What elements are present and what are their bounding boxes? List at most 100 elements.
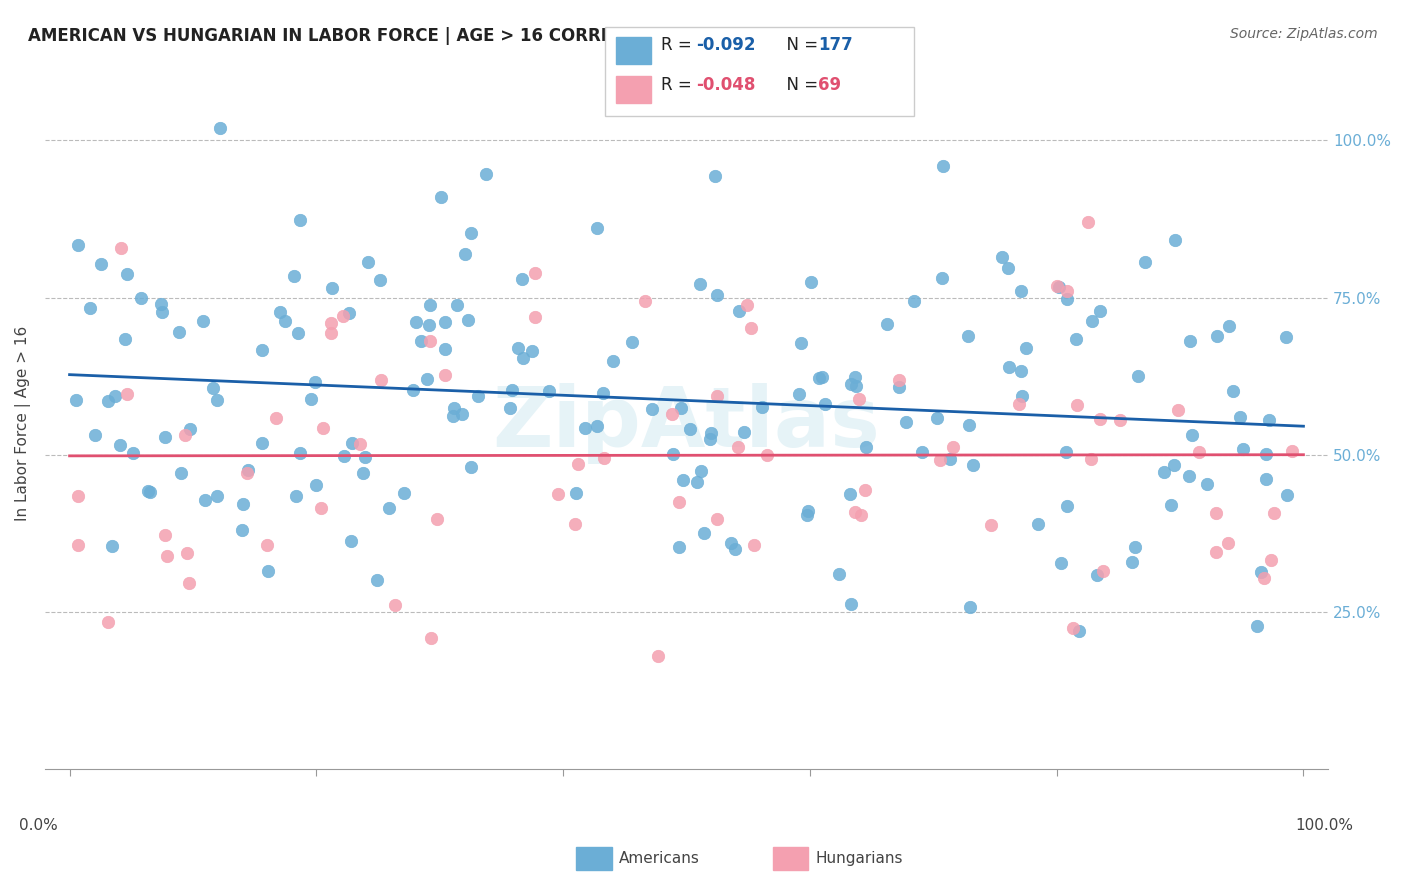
Point — [1254, 472, 1277, 486]
Point — [312, 420, 335, 434]
Point — [1178, 469, 1201, 483]
Point — [980, 517, 1002, 532]
Point — [418, 318, 440, 332]
Point — [1081, 314, 1104, 328]
Point — [460, 226, 482, 240]
Point — [887, 373, 910, 387]
Point — [538, 384, 561, 398]
Point — [368, 273, 391, 287]
Point — [1062, 621, 1084, 635]
Point — [170, 466, 193, 480]
Point — [724, 542, 747, 557]
Point — [274, 313, 297, 327]
Point — [1163, 458, 1185, 473]
Text: N =: N = — [776, 36, 824, 54]
Point — [1056, 500, 1078, 514]
Point — [1250, 565, 1272, 579]
Point — [1153, 466, 1175, 480]
Point — [957, 329, 980, 343]
Y-axis label: In Labor Force | Age > 16: In Labor Force | Age > 16 — [15, 326, 31, 521]
Point — [433, 368, 456, 382]
Point — [337, 305, 360, 319]
Point — [1066, 398, 1088, 412]
Point — [434, 315, 457, 329]
Point — [384, 598, 406, 612]
Point — [703, 169, 725, 183]
Point — [1205, 328, 1227, 343]
Point — [1067, 624, 1090, 638]
Point — [932, 160, 955, 174]
Text: -0.092: -0.092 — [696, 36, 755, 54]
Point — [634, 294, 657, 309]
Text: Hungarians: Hungarians — [815, 852, 903, 866]
Point — [1077, 215, 1099, 229]
Point — [114, 332, 136, 346]
Point — [149, 297, 172, 311]
Point — [1222, 384, 1244, 398]
Point — [136, 483, 159, 498]
Point — [366, 573, 388, 587]
Point — [1246, 618, 1268, 632]
Point — [1128, 369, 1150, 384]
Text: -0.048: -0.048 — [696, 76, 755, 94]
Point — [839, 597, 862, 611]
Point — [205, 490, 228, 504]
Point — [443, 401, 465, 415]
Text: Source: ZipAtlas.com: Source: ZipAtlas.com — [1230, 27, 1378, 41]
Point — [602, 354, 624, 368]
Point — [928, 453, 950, 467]
Point — [250, 343, 273, 358]
Point — [668, 495, 690, 509]
Point — [876, 317, 898, 331]
Point — [1010, 364, 1032, 378]
Point — [309, 501, 332, 516]
Point — [433, 342, 456, 356]
Point — [997, 260, 1019, 275]
Point — [621, 334, 644, 349]
Text: 177: 177 — [818, 36, 853, 54]
Point — [911, 444, 934, 458]
Point — [887, 379, 910, 393]
Point — [662, 447, 685, 461]
Point — [728, 304, 751, 318]
Point — [257, 564, 280, 578]
Point — [742, 539, 765, 553]
Point — [174, 428, 197, 442]
Point — [321, 317, 343, 331]
Point — [269, 304, 291, 318]
Point — [84, 428, 107, 442]
Point — [250, 436, 273, 450]
Point — [839, 376, 862, 391]
Point — [1056, 285, 1078, 299]
Point — [65, 392, 87, 407]
Point — [256, 538, 278, 552]
Point — [810, 369, 832, 384]
Point — [1090, 303, 1112, 318]
Point — [150, 305, 173, 319]
Point — [288, 213, 311, 227]
Text: R =: R = — [661, 76, 697, 94]
Point — [733, 425, 755, 439]
Point — [690, 465, 713, 479]
Point — [1229, 410, 1251, 425]
Point — [446, 298, 468, 312]
Point — [668, 540, 690, 554]
Point — [1123, 540, 1146, 554]
Text: N =: N = — [776, 76, 824, 94]
Point — [1281, 443, 1303, 458]
Point — [524, 310, 547, 324]
Point — [585, 419, 607, 434]
Point — [845, 379, 868, 393]
Point — [998, 360, 1021, 375]
Point — [420, 631, 443, 645]
Point — [1047, 280, 1070, 294]
Point — [1046, 279, 1069, 293]
Point — [441, 409, 464, 423]
Point — [238, 463, 260, 477]
Point — [661, 407, 683, 421]
Point — [844, 505, 866, 519]
Point — [167, 326, 190, 340]
Point — [1109, 413, 1132, 427]
Point — [378, 501, 401, 516]
Point — [699, 432, 721, 446]
